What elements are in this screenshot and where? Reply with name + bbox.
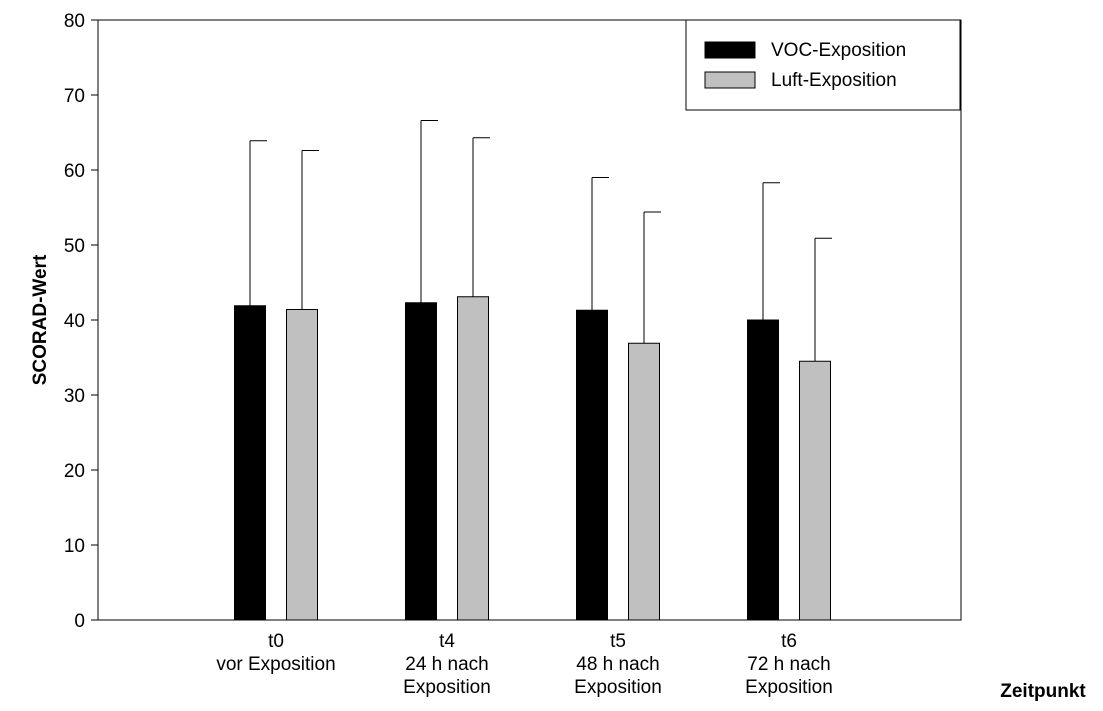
y-tick-label: 40 [64, 311, 85, 332]
y-tick-label: 70 [64, 86, 85, 107]
bar-voc [576, 309, 608, 621]
legend-label: VOC-Exposition [771, 40, 906, 61]
x-axis-title: Zeitpunkt [1000, 681, 1086, 702]
y-tick-label: 60 [64, 161, 85, 182]
x-category-label: t0 vor Exposition [216, 631, 335, 675]
y-tick-label: 20 [64, 461, 85, 482]
legend: VOC-Exposition Luft-Exposition [685, 19, 961, 111]
bar-luft [628, 342, 660, 621]
bar-voc [405, 302, 437, 621]
bar-luft [799, 360, 831, 621]
y-tick-label: 80 [64, 11, 85, 32]
legend-box [685, 19, 961, 111]
bar-luft [286, 309, 318, 621]
y-axis-title: SCORAD-Wert [30, 254, 51, 385]
bar-voc [234, 305, 266, 621]
legend-label: Luft-Exposition [771, 70, 897, 91]
bar-voc [747, 319, 779, 621]
bar-luft [457, 296, 489, 621]
y-tick-label: 10 [64, 536, 85, 557]
x-category-label: t4 24 h nach Exposition [403, 631, 491, 698]
x-category-label: t6 72 h nach Exposition [745, 631, 833, 698]
y-tick-label: 50 [64, 236, 85, 257]
x-category-label: t5 48 h nach Exposition [574, 631, 662, 698]
legend-swatch [704, 71, 756, 89]
y-tick-label: 30 [64, 386, 85, 407]
y-tick-label: 0 [74, 611, 85, 632]
legend-swatch [704, 41, 756, 59]
